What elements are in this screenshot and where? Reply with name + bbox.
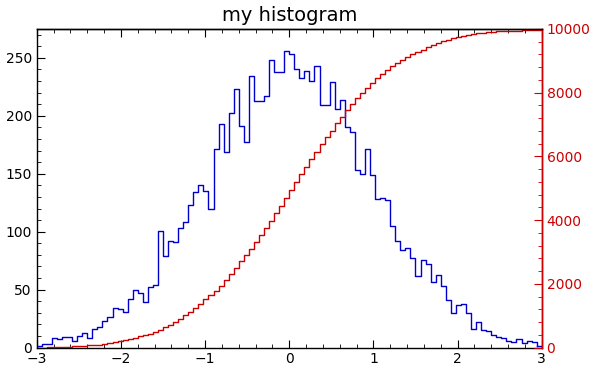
Title: my histogram: my histogram <box>222 6 357 25</box>
